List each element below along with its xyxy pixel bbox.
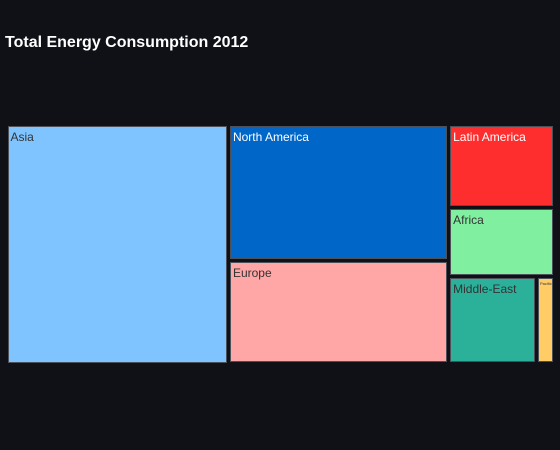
treemap-label-asia: Asia (10, 129, 34, 144)
treemap-tile-pacific[interactable]: Pacific (537, 278, 554, 363)
treemap-label-africa: Africa (453, 212, 484, 227)
treemap-tile-europe[interactable]: Europe (229, 261, 448, 363)
treemap-tile-asia[interactable]: Asia (7, 125, 227, 363)
treemap-label-latin-america: Latin America (453, 129, 526, 144)
treemap-tile-middle-east[interactable]: Middle-East (450, 278, 535, 363)
treemap-label-europe: Europe (232, 265, 272, 280)
treemap-label-pacific: Pacific (539, 281, 552, 287)
chart-title: Total Energy Consumption 2012 (5, 34, 249, 51)
treemap-tile-north-america[interactable]: North America (229, 125, 448, 259)
treemap-label-middle-east: Middle-East (453, 282, 517, 297)
treemap-label-north-america: North America (232, 129, 309, 144)
treemap-tile-latin-america[interactable]: Latin America (450, 125, 554, 206)
treemap-tile-africa[interactable]: Africa (450, 208, 554, 276)
